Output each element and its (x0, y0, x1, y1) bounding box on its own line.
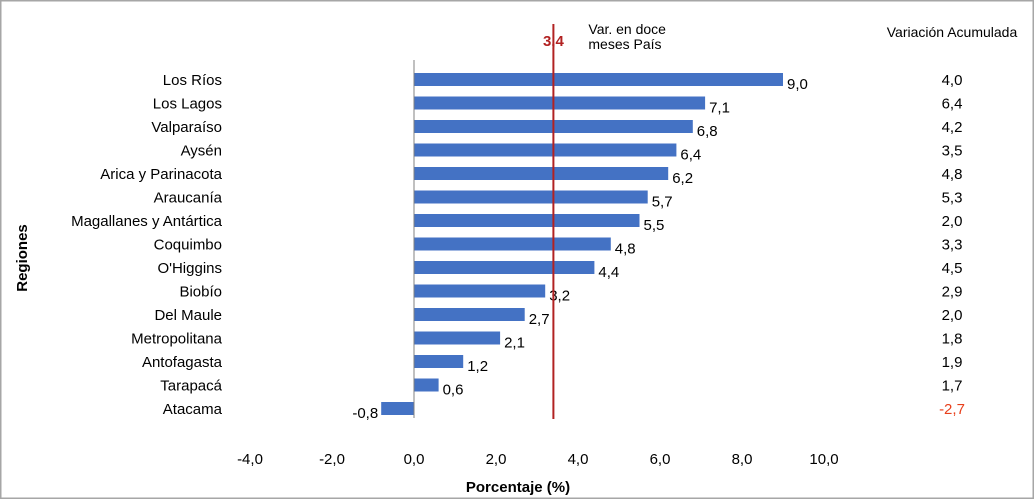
cumulative-label-5: 5,3 (942, 190, 963, 207)
value-label-7: 4,8 (615, 241, 636, 258)
region-label-7: Coquimbo (154, 237, 222, 254)
cumulative-label-2: 4,2 (942, 119, 963, 136)
cumulative-label-13: 1,7 (942, 378, 963, 395)
cumulative-label-11: 1,8 (942, 331, 963, 348)
value-label-4: 6,2 (672, 170, 693, 187)
region-label-0: Los Ríos (163, 72, 222, 89)
value-label-13: 0,6 (443, 382, 464, 399)
x-tick-label-6: 8,0 (732, 451, 753, 468)
x-tick-label-2: 0,0 (404, 451, 425, 468)
region-label-5: Araucanía (154, 190, 223, 207)
cumulative-label-4: 4,8 (942, 166, 963, 183)
cumulative-label-12: 1,9 (942, 354, 963, 371)
value-label-2: 6,8 (697, 123, 718, 140)
bar-10 (414, 308, 525, 321)
bar-4 (414, 167, 668, 180)
x-tick-label-3: 2,0 (486, 451, 507, 468)
bar-11 (414, 332, 500, 345)
cumulative-label-10: 2,0 (942, 307, 963, 324)
cumulative-label-3: 3,5 (942, 143, 963, 160)
region-label-11: Metropolitana (131, 331, 223, 348)
x-axis-title: Porcentaje (%) (466, 479, 570, 496)
reference-annotation-0: Var. en doce (588, 21, 666, 37)
x-tick-label-7: 10,0 (809, 451, 838, 468)
cumulative-label-0: 4,0 (942, 72, 963, 89)
bar-5 (414, 191, 648, 204)
bar-3 (414, 144, 676, 157)
region-label-9: Biobío (179, 284, 222, 301)
value-label-11: 2,1 (504, 335, 525, 352)
bar-6 (414, 214, 640, 227)
bar-13 (414, 379, 439, 392)
bar-14 (381, 402, 414, 415)
region-label-2: Valparaíso (151, 119, 222, 136)
region-label-3: Aysén (181, 143, 222, 160)
value-label-14: -0,8 (352, 405, 378, 422)
cumulative-header: Variación Acumulada (887, 24, 1018, 40)
cumulative-label-6: 2,0 (942, 213, 963, 230)
region-label-13: Tarapacá (160, 378, 222, 395)
bar-9 (414, 285, 545, 298)
value-label-8: 4,4 (598, 264, 619, 281)
value-label-9: 3,2 (549, 288, 570, 305)
x-tick-label-0: -4,0 (237, 451, 263, 468)
bar-1 (414, 97, 705, 110)
value-label-5: 5,7 (652, 194, 673, 211)
cumulative-label-14: -2,7 (939, 401, 965, 418)
x-tick-label-5: 6,0 (650, 451, 671, 468)
region-label-4: Arica y Parinacota (100, 166, 222, 183)
region-label-12: Antofagasta (142, 354, 223, 371)
region-label-8: O'Higgins (157, 260, 222, 277)
region-label-6: Magallanes y Antártica (71, 213, 223, 230)
x-tick-label-4: 4,0 (568, 451, 589, 468)
value-label-0: 9,0 (787, 76, 808, 93)
x-tick-label-1: -2,0 (319, 451, 345, 468)
value-label-6: 5,5 (644, 217, 665, 234)
bar-12 (414, 355, 463, 368)
y-axis-title: Regiones (14, 224, 31, 292)
bar-7 (414, 238, 611, 251)
region-label-14: Atacama (163, 401, 223, 418)
reference-annotation-1: meses País (588, 36, 661, 52)
cumulative-label-1: 6,4 (942, 96, 963, 113)
value-label-12: 1,2 (467, 358, 488, 375)
cumulative-label-7: 3,3 (942, 237, 963, 254)
bar-8 (414, 261, 594, 274)
region-label-1: Los Lagos (153, 96, 222, 113)
region-label-10: Del Maule (154, 307, 222, 324)
reference-value-label: 3,4 (543, 33, 565, 50)
value-label-3: 6,4 (680, 147, 701, 164)
value-label-1: 7,1 (709, 100, 730, 117)
cumulative-label-9: 2,9 (942, 284, 963, 301)
cumulative-label-8: 4,5 (942, 260, 963, 277)
value-label-10: 2,7 (529, 311, 550, 328)
bar-0 (414, 73, 783, 86)
